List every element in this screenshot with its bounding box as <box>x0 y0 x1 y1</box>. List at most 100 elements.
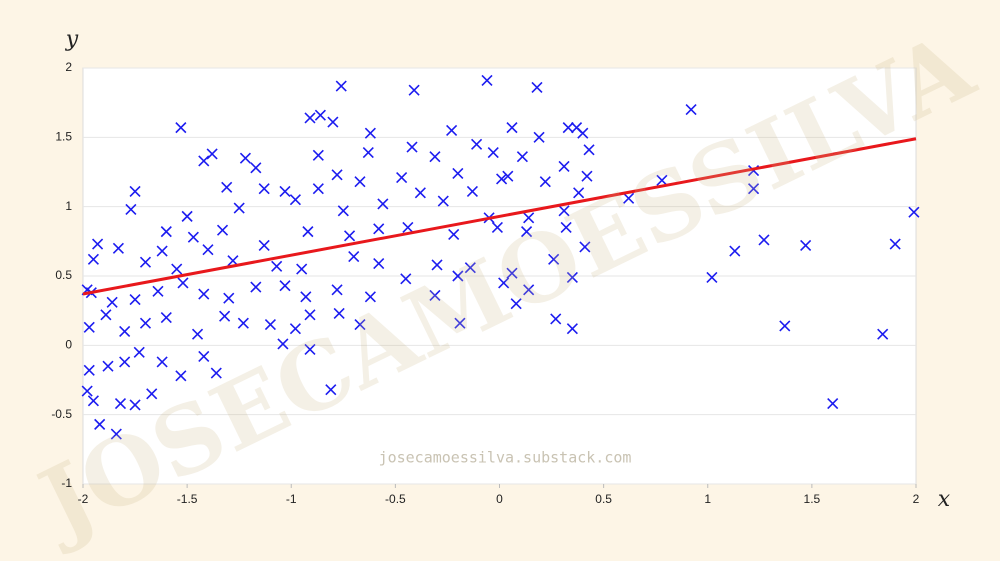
point <box>685 104 697 116</box>
point <box>581 170 593 182</box>
x-tick-label: 1.5 <box>804 492 821 506</box>
point <box>402 221 414 234</box>
point <box>146 388 158 400</box>
point <box>250 281 262 293</box>
point <box>431 259 443 271</box>
point <box>83 364 95 376</box>
point <box>296 263 308 275</box>
point <box>364 127 376 139</box>
point <box>408 84 420 96</box>
point <box>119 325 131 338</box>
point <box>560 221 572 234</box>
y-tick-label: -1 <box>61 476 72 490</box>
x-tick-label: 0.5 <box>595 492 612 506</box>
point <box>233 202 245 214</box>
point <box>331 169 343 181</box>
point <box>343 230 356 242</box>
point <box>223 292 235 304</box>
point <box>623 192 635 204</box>
point <box>348 251 360 263</box>
point <box>533 131 545 143</box>
point <box>312 149 324 161</box>
point <box>577 127 589 139</box>
point <box>100 309 112 321</box>
point <box>437 195 449 207</box>
point <box>312 183 324 195</box>
point <box>87 253 99 265</box>
point <box>558 205 570 217</box>
point <box>908 206 920 218</box>
point <box>160 226 172 238</box>
point <box>279 280 291 292</box>
point <box>779 320 791 332</box>
x-tick-label: 0 <box>496 492 503 506</box>
x-tick-label: 1 <box>704 492 711 506</box>
regression-line <box>82 137 917 296</box>
point <box>129 185 141 197</box>
point <box>175 370 187 382</box>
point <box>562 122 574 134</box>
point <box>160 312 172 324</box>
point <box>125 203 137 216</box>
y-tick-label: 0.5 <box>55 268 72 282</box>
x-tick-label: 2 <box>913 492 920 506</box>
point <box>706 271 718 283</box>
point <box>106 296 118 308</box>
y-axis-label: y <box>65 27 79 52</box>
point <box>516 151 528 163</box>
point <box>566 271 578 283</box>
x-tick-label: -2 <box>78 492 89 506</box>
x-tick-label: -1.5 <box>177 492 198 506</box>
point <box>335 80 347 92</box>
point <box>446 124 458 136</box>
point <box>279 185 291 197</box>
point <box>481 74 493 87</box>
point <box>94 418 106 430</box>
point <box>139 317 152 329</box>
point <box>152 285 164 297</box>
point <box>471 138 483 150</box>
point <box>114 398 127 410</box>
point <box>531 81 543 93</box>
point <box>191 328 204 340</box>
point <box>729 245 741 257</box>
grid <box>82 67 917 488</box>
point <box>181 210 193 222</box>
point <box>354 318 366 331</box>
point <box>466 185 478 197</box>
point <box>429 289 441 301</box>
point <box>289 194 301 206</box>
x-axis-label: x <box>938 487 951 512</box>
point <box>258 239 270 252</box>
point <box>889 238 901 250</box>
point <box>139 256 152 268</box>
x-tick-label: -0.5 <box>385 492 406 506</box>
point <box>550 313 562 325</box>
point <box>119 356 131 368</box>
y-tick-label: 1.5 <box>55 130 72 144</box>
point <box>396 171 408 184</box>
point <box>510 298 522 310</box>
point <box>566 323 578 335</box>
y-tick-label: 0 <box>65 338 72 352</box>
point <box>112 242 124 254</box>
point <box>304 343 316 356</box>
point <box>337 205 349 217</box>
point <box>302 226 314 238</box>
point <box>92 238 104 250</box>
point <box>175 122 187 134</box>
point <box>429 151 441 163</box>
point <box>210 367 222 379</box>
point <box>521 226 533 238</box>
point <box>496 173 508 185</box>
point <box>464 262 476 274</box>
point <box>221 181 233 193</box>
point <box>304 112 316 124</box>
y-tick-label: 1 <box>65 199 72 213</box>
point <box>373 257 385 270</box>
y-tick-label: 2 <box>65 60 72 74</box>
point <box>327 116 339 128</box>
point <box>877 328 889 340</box>
point <box>800 239 812 252</box>
